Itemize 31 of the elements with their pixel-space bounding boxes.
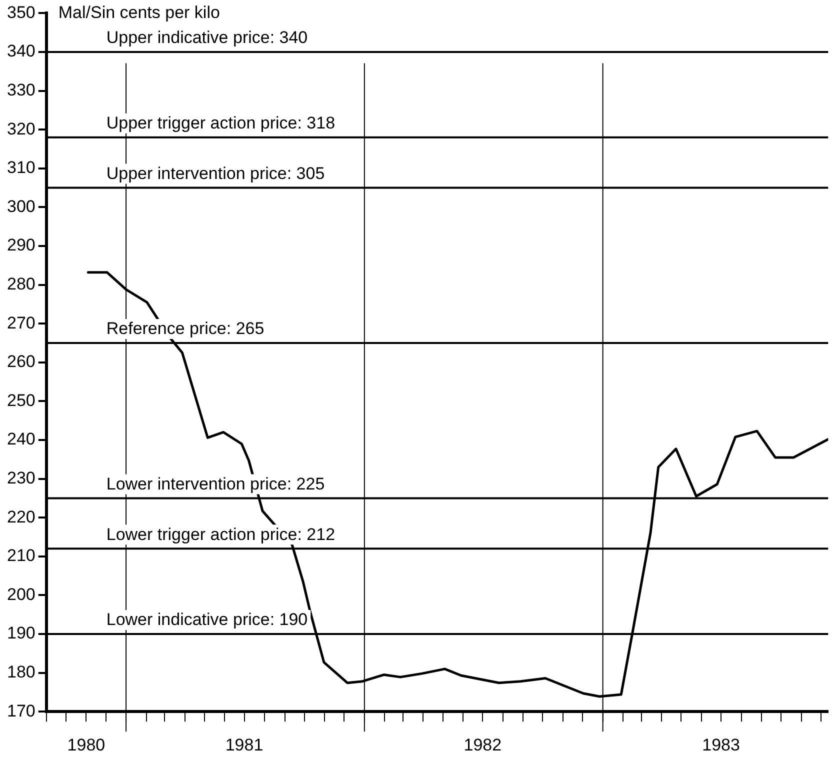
x-tick-label: 1980 <box>67 735 106 754</box>
y-tick-label: 280 <box>6 274 36 294</box>
y-tick-label: 340 <box>6 42 36 61</box>
y-tick-label: 300 <box>6 196 36 216</box>
ref-line-label: Lower intervention price: 225 <box>106 474 325 494</box>
ref-line-label: Lower indicative price: 190 <box>106 610 308 630</box>
x-tick-label: 1983 <box>702 735 740 754</box>
x-tick-label: 1982 <box>464 735 502 754</box>
x-tick-label: 1981 <box>225 735 264 754</box>
y-tick-label: 190 <box>6 624 36 643</box>
ref-line-label: Lower trigger action price: 212 <box>106 524 336 544</box>
y-tick-label: 270 <box>6 313 36 332</box>
y-tick-label: 250 <box>6 390 36 410</box>
y-tick-label: 330 <box>6 80 36 100</box>
y-axis-title: Mal/Sin cents per kilo <box>58 2 220 22</box>
y-tick-label: 220 <box>6 507 36 526</box>
y-tick-label: 320 <box>6 119 36 138</box>
ref-line-label: Upper trigger action price: 318 <box>106 114 336 133</box>
ref-line-label: Reference price: 265 <box>106 319 264 338</box>
y-tick-label: 180 <box>6 662 36 682</box>
y-tick-label: 200 <box>6 584 36 604</box>
ref-line-label: Upper indicative price: 340 <box>106 28 308 48</box>
ref-line-label: Upper intervention price: 305 <box>106 164 325 183</box>
y-tick-label: 260 <box>6 352 36 372</box>
y-tick-label: 290 <box>6 236 36 255</box>
y-tick-label: 350 <box>6 2 36 22</box>
y-tick-label: 310 <box>6 158 36 178</box>
y-tick-label: 240 <box>6 430 36 449</box>
y-tick-label: 230 <box>6 468 36 488</box>
y-tick-label: 210 <box>6 546 36 566</box>
y-tick-label: 170 <box>6 701 36 720</box>
